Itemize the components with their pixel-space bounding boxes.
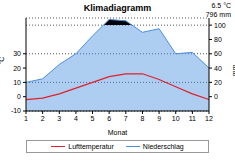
html-text:Lufttemperatur: Lufttemperatur [68,143,114,150]
svg-text:60: 60 [214,50,222,57]
svg-text:100: 100 [214,22,226,29]
svg-text:0: 0 [214,93,218,100]
svg-text:Monat: Monat [108,129,128,135]
svg-text:5: 5 [91,115,95,122]
svg-text:20: 20 [13,65,21,72]
svg-text:12: 12 [205,115,213,122]
svg-text:10: 10 [13,79,21,86]
svg-text:20: 20 [214,79,222,86]
svg-text:8: 8 [141,115,145,122]
svg-text:4: 4 [74,115,78,122]
html-text:Niederschlag: Niederschlag [142,143,184,150]
svg-text:1: 1 [24,115,28,122]
svg-text:2: 2 [41,115,45,122]
svg-text:3: 3 [57,115,61,122]
svg-text:80: 80 [214,36,222,43]
html-text:796 mm: 796 mm [205,11,231,18]
html-text:6.5 °C: 6.5 °C [211,2,231,9]
svg-text:0: 0 [17,93,21,100]
svg-text:30: 30 [13,50,21,57]
svg-text:9: 9 [157,115,161,122]
html-text:Klimadiagramm: Klimadiagramm [83,3,152,13]
svg-text:-10: -10 [11,107,21,114]
svg-text:6: 6 [107,115,111,122]
svg-text:40: 40 [214,65,222,72]
svg-text:11: 11 [189,115,196,122]
svg-text:7: 7 [124,115,128,122]
svg-text:10: 10 [172,115,180,122]
